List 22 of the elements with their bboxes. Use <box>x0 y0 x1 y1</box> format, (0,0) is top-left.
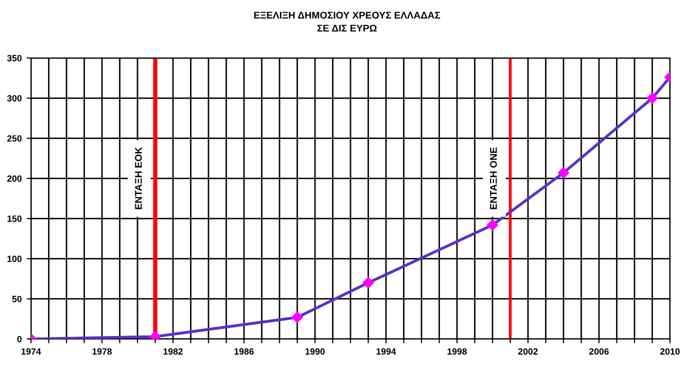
y-tick-label: 300 <box>7 95 22 102</box>
y-tick-label: 150 <box>7 216 22 222</box>
x-tick-label: 1978 <box>92 348 112 355</box>
x-tick-label: 2006 <box>589 348 609 355</box>
y-tick-label: 350 <box>7 54 22 62</box>
x-tick-label: 1994 <box>376 348 396 355</box>
x-tick-label: 2010 <box>660 348 680 355</box>
y-tick-label: 200 <box>7 175 22 182</box>
x-tick-label: 1982 <box>164 348 183 355</box>
chart-title: ΕΞΕΛΙΞΗ ΔΗΜΟΣΙΟΥ ΧΡΕΟΥΣ ΕΛΛΑΔΑΣ <box>254 12 440 19</box>
y-tick-label: 50 <box>12 296 22 302</box>
x-tick-label: 1986 <box>234 348 254 355</box>
y-tick-label: 0 <box>17 336 22 342</box>
ref-line-label: ΕΝΤΑΞΗ ΕΟΚ <box>135 147 142 210</box>
x-tick-label: 2002 <box>518 348 538 355</box>
x-tick-label: 1990 <box>306 348 325 355</box>
chart-subtitle: ΣΕ ΔΙΣ ΕΥΡΩ <box>317 24 377 32</box>
x-tick-label: 1998 <box>448 348 467 355</box>
ref-line-label: ΕΝΤΑΞΗ ΟΝΕ <box>490 147 497 210</box>
y-tick-label: 100 <box>7 256 22 262</box>
x-tick-label: 1974 <box>22 348 41 355</box>
y-tick-label: 250 <box>7 135 22 142</box>
